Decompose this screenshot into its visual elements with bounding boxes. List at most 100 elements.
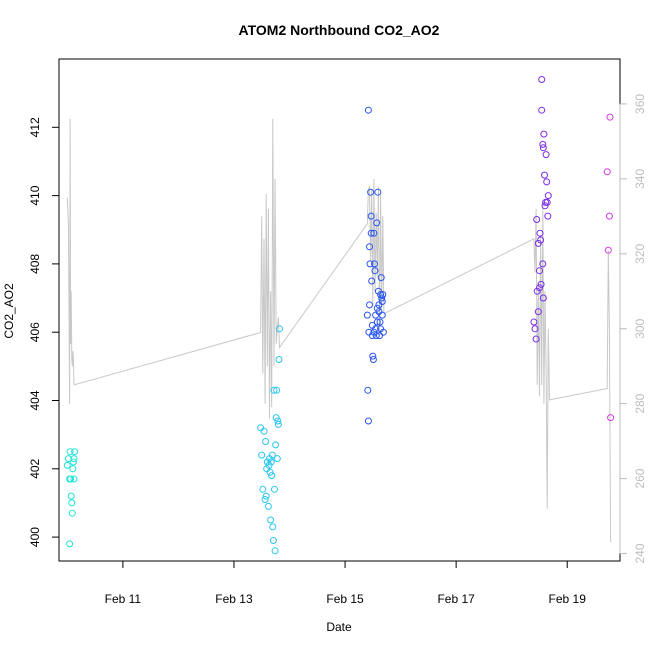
data-point: [373, 304, 381, 312]
data-point: [378, 294, 386, 302]
chart-title: ATOM2 Northbound CO2_AO2: [239, 22, 440, 38]
data-point: [261, 496, 269, 503]
data-point: [273, 386, 281, 394]
right-axis: 240 260 280 300 320 340 360: [619, 94, 647, 564]
data-point: [272, 441, 280, 449]
data-point: [539, 140, 547, 148]
data-point: [268, 451, 276, 459]
data-point: [68, 509, 76, 517]
y-tick-label: 402: [28, 458, 42, 478]
data-point: [274, 420, 282, 428]
x-tick-label: Feb 19: [549, 592, 587, 606]
data-point: [544, 192, 552, 200]
y-tick-label: 408: [28, 254, 42, 274]
data-point: [534, 308, 542, 316]
data-point: [539, 260, 547, 268]
data-point: [69, 458, 77, 466]
data-point: [71, 448, 79, 456]
secondary-trace-line: [66, 118, 612, 543]
x-tick-label: Feb 15: [326, 592, 364, 606]
data-point: [271, 547, 279, 555]
data-point: [372, 311, 380, 319]
data-point: [264, 502, 272, 510]
data-point: [373, 219, 381, 227]
y-tick-label: 410: [28, 185, 42, 205]
data-point: [377, 291, 385, 299]
x-tick-label: Feb 13: [215, 592, 253, 606]
data-point: [367, 229, 375, 237]
data-point: [260, 427, 268, 435]
y-tick-label: 406: [28, 322, 42, 342]
data-point: [536, 267, 543, 275]
data-point: [268, 472, 276, 480]
data-point: [267, 516, 275, 524]
data-point: [271, 485, 278, 493]
data-point: [364, 386, 372, 394]
points-layer: [63, 76, 615, 555]
data-point: [543, 198, 551, 206]
y2-tick-label: 300: [633, 318, 647, 338]
data-point: [269, 523, 277, 531]
data-point: [364, 106, 372, 114]
x-axis-label: Date: [326, 620, 352, 634]
data-point: [262, 438, 270, 445]
data-point: [540, 130, 548, 138]
data-point: [270, 386, 278, 394]
data-point: [541, 171, 548, 179]
data-point: [604, 246, 612, 254]
data-point: [368, 332, 376, 340]
data-point: [273, 455, 281, 463]
data-point: [379, 291, 387, 299]
data-point: [276, 325, 283, 333]
data-point: [371, 260, 378, 268]
data-point: [368, 277, 376, 285]
data-point: [532, 335, 540, 343]
data-point: [538, 106, 546, 114]
data-point: [364, 417, 372, 425]
data-point: [369, 356, 377, 363]
data-point: [66, 540, 74, 548]
bottom-axis: Feb 11 Feb 13 Feb 15 Feb 17 Feb 19: [105, 560, 587, 606]
data-point: [67, 492, 75, 500]
data-point: [63, 461, 71, 469]
data-point: [363, 311, 371, 319]
data-point: [536, 229, 544, 237]
data-point: [536, 284, 543, 292]
data-point: [369, 352, 377, 360]
x-tick-label: Feb 17: [437, 592, 475, 606]
data-point: [262, 492, 270, 500]
data-point: [531, 325, 539, 333]
data-point: [603, 168, 611, 176]
data-point: [267, 458, 275, 466]
data-point: [607, 414, 615, 422]
data-point: [372, 325, 380, 333]
data-point: [538, 76, 546, 83]
data-point: [370, 229, 378, 237]
data-point: [544, 212, 552, 220]
x-tick-label: Feb 11: [105, 592, 142, 606]
data-point: [539, 294, 547, 302]
data-point: [66, 448, 74, 456]
data-point: [274, 417, 282, 425]
data-point: [69, 465, 77, 473]
y-axis-label: CO2_AO2: [2, 283, 16, 339]
data-point: [543, 178, 551, 186]
data-point: [272, 414, 280, 422]
y-tick-label: 412: [28, 117, 42, 137]
data-point: [376, 332, 383, 340]
data-point: [258, 451, 266, 459]
data-point: [372, 332, 380, 340]
data-point: [375, 308, 383, 316]
data-point: [373, 318, 381, 326]
y2-tick-label: 320: [633, 243, 647, 263]
secondary-trace-layer: [66, 118, 612, 543]
data-point: [542, 151, 550, 159]
data-point: [534, 239, 542, 247]
data-point: [533, 216, 541, 223]
data-point: [530, 318, 538, 326]
data-point: [259, 485, 267, 493]
data-point: [371, 267, 379, 275]
y-tick-label: 400: [28, 527, 42, 547]
data-point: [275, 356, 283, 363]
